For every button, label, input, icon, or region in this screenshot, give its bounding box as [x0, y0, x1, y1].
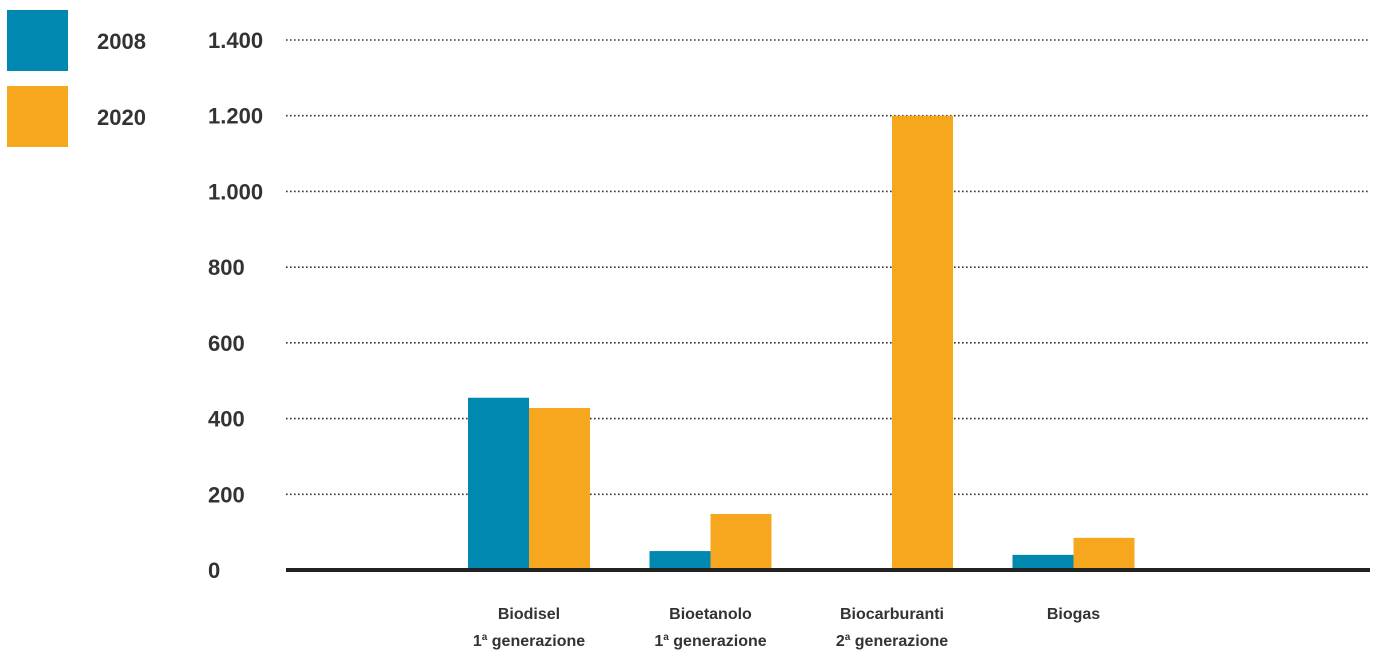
y-tick-label: 800: [208, 255, 245, 280]
y-tick-label: 600: [208, 331, 245, 356]
y-axis-ticks: 0 200 400 600 800 1.000 1.200 1.400: [208, 28, 263, 583]
category-sublabel: 1a generazione: [473, 632, 585, 650]
gridlines: [286, 39, 1368, 496]
legend-label-2008: 2008: [97, 29, 146, 54]
y-tick-label: 1.400: [208, 28, 263, 53]
bars: [468, 115, 1135, 570]
category-sublabel: 1a generazione: [654, 632, 766, 650]
bar-2020-biogas: [1073, 537, 1135, 570]
bar-2008-biogas: [1012, 554, 1074, 570]
y-tick-label: 200: [208, 482, 245, 507]
y-tick-label: 1.200: [208, 104, 263, 129]
bar-2020-bioetanolo: [710, 513, 772, 570]
bar-2008-biodisel: [468, 397, 529, 570]
legend-swatch-2020: [7, 86, 68, 147]
x-axis-category-labels: Biodisel 1a generazione Bioetanolo 1a gener…: [473, 606, 1100, 650]
category-label: Biogas: [1047, 606, 1100, 623]
bar-2020-biodisel: [529, 407, 590, 570]
legend-label-2020: 2020: [97, 105, 146, 130]
category-label: Biocarburanti: [840, 606, 944, 623]
y-tick-label: 1.000: [208, 179, 263, 204]
category-label: Biodisel: [498, 606, 560, 623]
y-tick-label: 0: [208, 558, 220, 583]
legend-swatch-2008: [7, 10, 68, 71]
y-tick-label: 400: [208, 407, 245, 432]
bar-2008-bioetanolo: [649, 551, 711, 570]
category-sublabel: 2a generazione: [836, 632, 948, 650]
category-label: Bioetanolo: [669, 606, 752, 623]
bar-2020-biocarburanti: [892, 115, 953, 570]
legend: 2008 2020: [7, 10, 146, 147]
